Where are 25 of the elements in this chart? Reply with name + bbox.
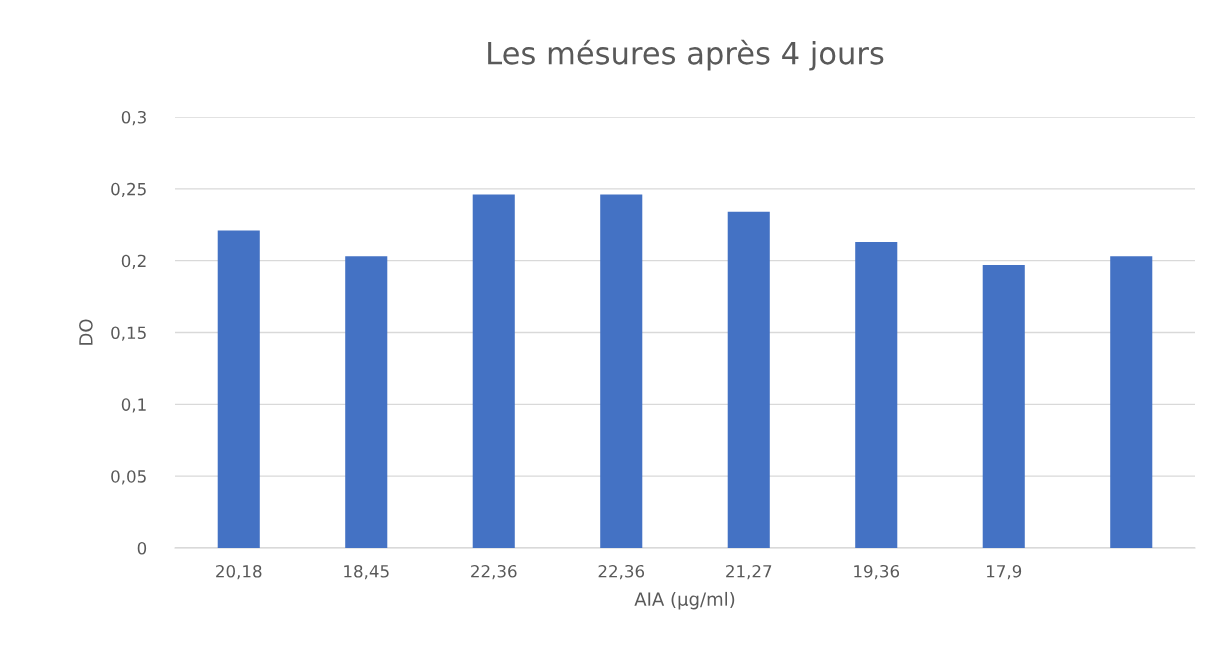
y-tick-label: 0,25 bbox=[111, 182, 146, 198]
bar bbox=[472, 194, 515, 548]
x-tick-label: 18,45 bbox=[344, 564, 389, 580]
y-tick-label: 0 bbox=[137, 541, 147, 555]
bar bbox=[217, 230, 260, 548]
y-tick-label: 0,3 bbox=[121, 110, 146, 126]
x-tick-label: 22,36 bbox=[598, 564, 645, 580]
y-tick-label: 0,2 bbox=[121, 254, 146, 269]
bar bbox=[345, 256, 388, 548]
x-tick-label: 22,36 bbox=[471, 564, 517, 580]
bar bbox=[1110, 256, 1153, 548]
x-tick-label: 17,9 bbox=[987, 564, 1022, 580]
bar bbox=[855, 241, 898, 548]
y-tick-label: 0,15 bbox=[111, 326, 146, 341]
x-axis-title: AIA (µg/ml) bbox=[634, 591, 735, 610]
y-tick-label: 0,05 bbox=[111, 470, 146, 485]
bar bbox=[982, 264, 1025, 548]
y-axis-title: DO bbox=[79, 319, 93, 345]
x-tick-label: 20,18 bbox=[216, 564, 262, 580]
bar bbox=[727, 211, 770, 548]
x-tick-label: 21,27 bbox=[726, 564, 772, 580]
bar bbox=[600, 194, 643, 548]
x-tick-label: 19,36 bbox=[854, 564, 900, 580]
chart-title: Les mésures après 4 jours bbox=[488, 39, 884, 71]
y-tick-label: 0,1 bbox=[121, 398, 146, 413]
